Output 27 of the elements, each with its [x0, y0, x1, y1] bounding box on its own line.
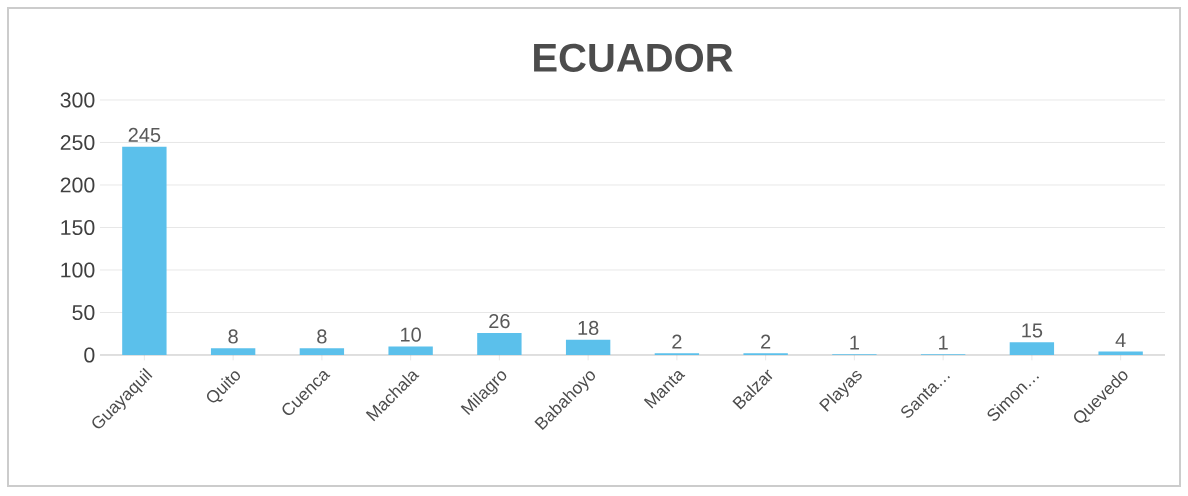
- bar: [477, 332, 522, 355]
- chart-title: ECUADOR: [534, 43, 733, 72]
- data-label: 4: [1115, 333, 1126, 347]
- y-tick-label: 100: [61, 262, 95, 278]
- data-label: 245: [128, 127, 161, 143]
- data-label: 2: [761, 334, 771, 349]
- data-label: 1: [939, 335, 948, 350]
- data-label: 8: [317, 329, 327, 344]
- y-tick-label: 300: [60, 92, 95, 108]
- data-label: 18: [578, 320, 599, 335]
- y-tick-label: 200: [60, 177, 95, 193]
- data-label: 8: [228, 329, 238, 344]
- bar: [388, 346, 433, 355]
- data-label: 1: [850, 335, 859, 350]
- data-label: 2: [672, 334, 682, 349]
- bar: [299, 348, 345, 355]
- bar: [1009, 342, 1055, 355]
- bar: [565, 339, 611, 355]
- y-tick-label: 250: [60, 134, 95, 151]
- data-label: 26: [489, 314, 510, 329]
- bar: [122, 146, 167, 355]
- y-tick-label: 0: [84, 347, 95, 363]
- bar: [210, 348, 256, 355]
- data-label: 15: [1022, 323, 1043, 338]
- y-tick-label: 50: [72, 304, 95, 321]
- data-label: 10: [401, 327, 421, 342]
- y-tick-label: 150: [61, 219, 95, 236]
